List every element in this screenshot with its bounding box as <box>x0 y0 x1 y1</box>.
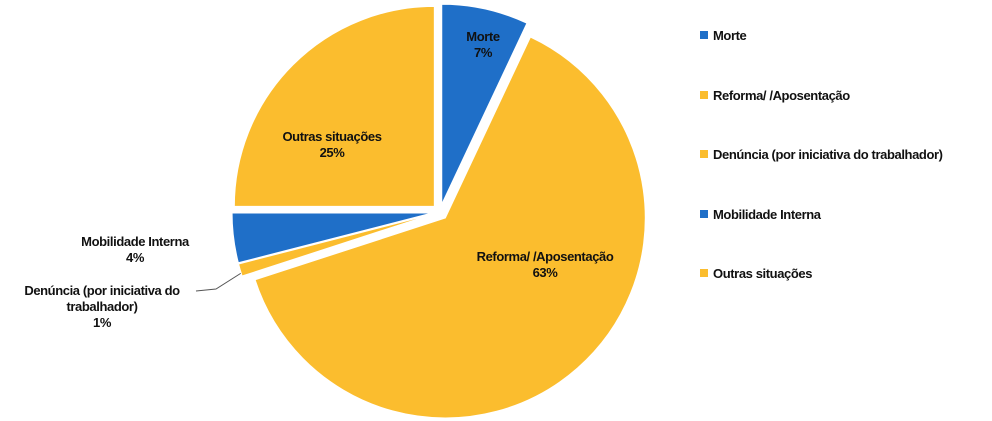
legend-entry: Mobilidade Interna <box>700 207 821 222</box>
pie-slice <box>233 5 435 207</box>
pie-slice <box>237 213 433 277</box>
data-label: Denúncia (por iniciativa do trabalhador)… <box>5 283 200 331</box>
legend-swatch <box>700 269 708 277</box>
data-label: Morte 7% <box>438 29 528 61</box>
data-label-name: Morte <box>466 29 500 44</box>
data-label-value: 25% <box>319 145 345 160</box>
leader-line <box>195 269 247 292</box>
legend-entry: Denúncia (por iniciativa do trabalhador) <box>700 147 943 162</box>
legend-label: Denúncia (por iniciativa do trabalhador) <box>713 147 943 162</box>
legend-label: Morte <box>713 28 747 43</box>
data-label-name: Reforma/ /Aposentação <box>476 249 614 264</box>
pie-slice <box>254 36 646 419</box>
data-label: Mobilidade Interna 4% <box>55 234 215 266</box>
legend-label: Reforma/ /Aposentação <box>713 87 850 103</box>
data-label-name: Mobilidade Interna <box>81 234 189 249</box>
data-label-name: Outras situações <box>282 129 382 144</box>
legend-label: Outras situações <box>713 266 813 281</box>
legend-entry: Morte <box>700 28 747 43</box>
data-label: Reforma/ /Aposentação 63% <box>445 249 645 281</box>
legend-swatch <box>700 90 708 99</box>
legend-swatch <box>700 31 708 39</box>
data-label: Outras situações 25% <box>252 129 412 161</box>
data-label-value: 63% <box>532 265 558 280</box>
data-label-value: 4% <box>126 250 144 265</box>
pie-slice <box>231 212 433 264</box>
legend-swatch <box>700 209 708 218</box>
legend-swatch <box>700 150 708 158</box>
data-label-value: 7% <box>474 45 492 60</box>
legend-entry: Outras situações <box>700 266 812 281</box>
legend-label: Mobilidade Interna <box>713 206 821 222</box>
pie-slice <box>441 3 528 205</box>
legend-entry: Reforma/ /Aposentação <box>700 88 850 103</box>
data-label-name: Denúncia (por iniciativa do trabalhador) <box>24 283 180 314</box>
data-label-value: 1% <box>93 315 111 330</box>
